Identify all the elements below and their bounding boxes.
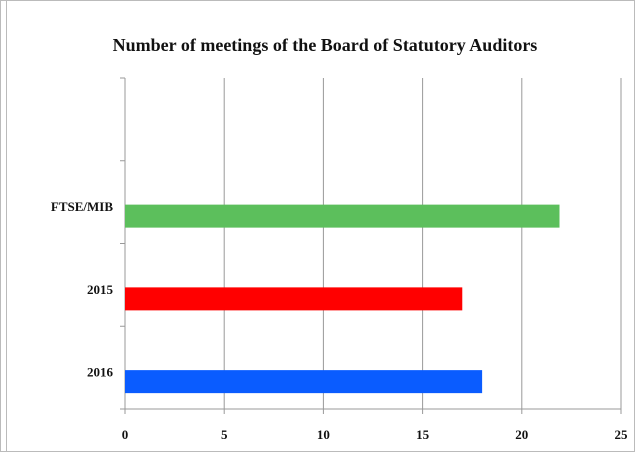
x-tick-label: 25 xyxy=(615,427,629,442)
x-tick-label: 20 xyxy=(515,427,528,442)
chart-title: Number of meetings of the Board of Statu… xyxy=(113,35,538,55)
bar xyxy=(125,370,483,394)
x-tick-label: 15 xyxy=(416,427,430,442)
y-tick-label: 2015 xyxy=(87,282,114,297)
x-tick-label: 5 xyxy=(221,427,228,442)
x-tick-label: 10 xyxy=(317,427,330,442)
y-tick-label: 2016 xyxy=(87,365,114,380)
bar xyxy=(125,204,560,228)
y-tick-label: FTSE/MIB xyxy=(51,199,113,214)
x-tick-label: 0 xyxy=(122,427,129,442)
bar xyxy=(125,287,463,311)
